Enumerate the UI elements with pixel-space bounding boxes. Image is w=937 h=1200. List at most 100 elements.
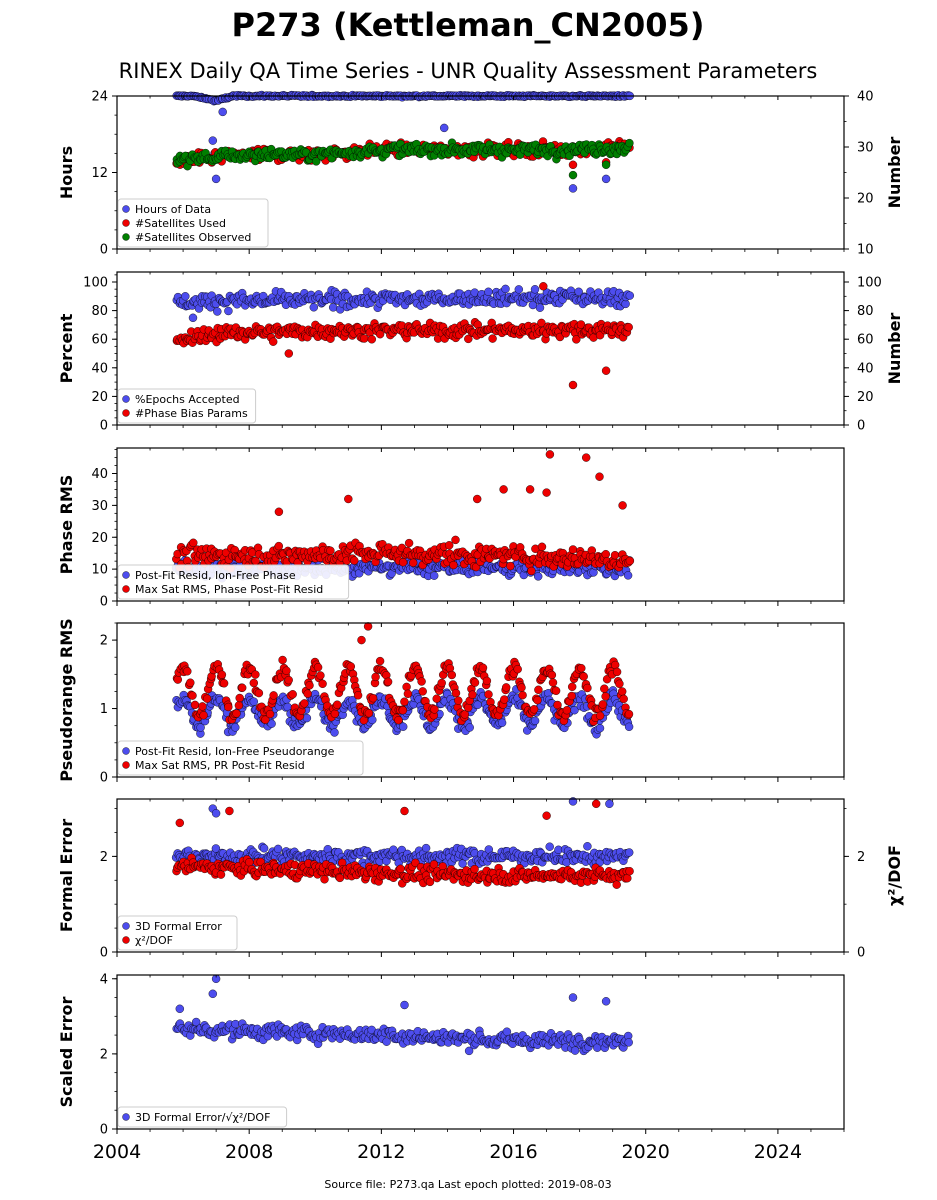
legend-entry: #Satellites Used	[135, 217, 226, 230]
data-point	[402, 682, 411, 692]
data-point	[451, 688, 461, 698]
legend-entry: χ²/DOF	[135, 934, 173, 947]
outlier-point	[363, 622, 373, 631]
outlier-point	[592, 799, 601, 808]
data-point	[615, 679, 624, 688]
outlier-point	[400, 1000, 409, 1010]
data-point	[468, 690, 477, 699]
y-ticks: 0 1 2	[100, 622, 117, 786]
data-point	[527, 566, 536, 576]
outlier-point	[175, 1004, 185, 1013]
outlier-point	[440, 123, 449, 133]
footer-source: Source file: P273.qa Last epoch plotted:…	[324, 1178, 611, 1191]
data-point	[529, 705, 539, 714]
outlier-point	[539, 282, 548, 291]
legend-marker	[122, 922, 130, 930]
scatter-points	[172, 622, 634, 739]
data-point	[533, 696, 542, 705]
legend-marker	[122, 409, 130, 417]
y-tick-label: 2	[100, 634, 108, 649]
legend-entry: #Satellites Observed	[135, 231, 251, 244]
data-point	[213, 307, 222, 316]
y-axis-label: Pseudorange RMS	[57, 618, 76, 781]
legend-entry: #Phase Bias Params	[135, 407, 248, 420]
legend-entry: Hours of Data	[135, 203, 211, 216]
panel-frame	[116, 974, 845, 1130]
data-point	[305, 681, 314, 690]
data-point	[259, 844, 269, 853]
outlier-point	[568, 993, 578, 1002]
legend-entry: Post-Fit Resid, Ion-Free Phase	[135, 569, 296, 582]
legend-marker	[122, 571, 130, 579]
y-tick-label: 2	[100, 1047, 108, 1062]
legend: 3D Formal Error/√χ²/DOF	[117, 1106, 288, 1128]
panel-3: 0 10 20 30 40 Phase RMS Post-Fit Resid, Ion-Fr…	[57, 447, 845, 610]
data-point	[350, 556, 359, 565]
data-point	[249, 678, 259, 688]
data-point	[625, 556, 635, 566]
outlier-point	[400, 806, 409, 816]
outlier-point	[188, 313, 198, 322]
data-point	[612, 880, 621, 889]
data-point	[506, 561, 515, 571]
legend-entry: %Epochs Accepted	[135, 393, 240, 406]
y-tick-label-right: 10	[857, 243, 874, 258]
data-point	[282, 666, 291, 675]
x-tick-label: 2012	[357, 1141, 405, 1163]
figure-title: P273 (Kettleman_CN2005)	[232, 6, 705, 44]
scatter-points	[172, 90, 634, 193]
data-point	[367, 335, 376, 344]
scatter-points	[171, 450, 635, 583]
y-axis-label: Phase RMS	[57, 475, 76, 575]
data-point	[625, 291, 634, 300]
data-point	[470, 678, 480, 687]
data-point	[502, 1027, 512, 1036]
data-point	[624, 709, 634, 719]
outlier-point	[601, 997, 611, 1006]
data-point	[464, 703, 473, 712]
data-point	[514, 285, 523, 294]
outlier-point	[499, 485, 508, 494]
y-tick-label: 0	[100, 771, 108, 786]
data-point	[219, 679, 229, 688]
figure-subtitle: RINEX Daily QA Time Series - UNR Quality…	[119, 59, 818, 83]
x-tick-label: 2004	[93, 1141, 141, 1163]
data-point	[530, 716, 540, 725]
data-point	[269, 691, 278, 700]
y-tick-label: 24	[91, 90, 108, 105]
legend-entry: 3D Formal Error/√χ²/DOF	[135, 1111, 270, 1124]
y-tick-label-right: 20	[857, 192, 874, 207]
data-point	[409, 558, 418, 567]
outlier-point	[545, 450, 555, 459]
scatter-points	[172, 282, 634, 390]
outlier-point	[605, 799, 614, 808]
data-point	[330, 709, 340, 718]
data-point	[619, 694, 628, 704]
data-point	[199, 711, 208, 720]
data-point	[430, 571, 439, 580]
y-ticks: 0 12 24	[91, 90, 117, 258]
data-point	[537, 542, 547, 551]
outlier-point	[595, 472, 604, 481]
y-axis-label: Formal Error	[57, 819, 76, 932]
data-point	[290, 860, 300, 870]
legend-entry: Max Sat RMS, Phase Post-Fit Resid	[135, 583, 323, 596]
panel-2: 0 20 40 60 80 100 0 20 40 60 80 100 Number Percent %Ep…	[57, 271, 904, 434]
outlier-point	[208, 136, 218, 145]
data-point	[398, 706, 408, 715]
data-point	[300, 699, 309, 708]
data-point	[484, 690, 493, 699]
legend: Hours of Data#Satellites Used#Satellites…	[117, 198, 269, 248]
data-point	[548, 678, 558, 687]
y-tick-label-right: 0	[857, 946, 865, 961]
data-point	[371, 672, 380, 682]
data-point	[534, 572, 543, 581]
data-point	[583, 683, 592, 693]
y-tick-label: 0	[100, 595, 108, 610]
data-point	[551, 686, 561, 695]
data-point	[316, 671, 325, 680]
outlier-point	[211, 174, 221, 184]
